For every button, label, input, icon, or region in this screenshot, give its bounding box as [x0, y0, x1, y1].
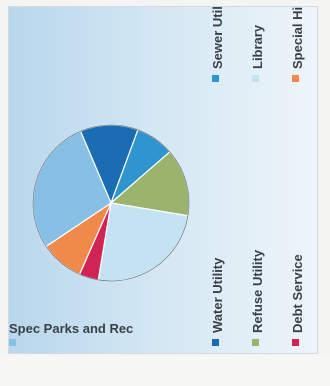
- legend-item-special-highway: Special Highway: [290, 7, 305, 82]
- legend-swatch: [292, 75, 299, 82]
- legend-item-water-utility: Water Utility: [210, 257, 225, 346]
- legend-swatch: [252, 75, 259, 82]
- legend-swatch: [252, 339, 259, 346]
- legend-item-spec-parks-and-rec: Spec Parks and Rec: [9, 321, 133, 346]
- legend-swatch: [212, 75, 219, 82]
- legend-label: Sewer Utility: [210, 7, 225, 69]
- legend-item-library: Library: [250, 24, 265, 82]
- legend-item-sewer-utility: Sewer Utility: [210, 7, 225, 82]
- legend-label: Refuse Utility: [250, 249, 265, 333]
- legend-swatch: [9, 339, 16, 346]
- pie-outline: [32, 124, 190, 282]
- legend-label: Debt Service: [290, 254, 305, 333]
- legend: Sewer Utility Library Special Highway Water…: [9, 7, 305, 346]
- legend-label: Library: [250, 24, 265, 69]
- legend-swatch: [212, 339, 219, 346]
- pie-slice-library: [97, 202, 189, 282]
- legend-item-debt-service: Debt Service: [290, 254, 305, 346]
- pie-chart: Sewer Utility Library Special Highway Water…: [9, 7, 305, 346]
- legend-item-refuse-utility: Refuse Utility: [250, 249, 265, 346]
- page-margin: [0, 356, 330, 386]
- legend-label: Water Utility: [210, 257, 225, 333]
- pie-group: [32, 124, 190, 282]
- legend-label: Special Highway: [290, 7, 305, 69]
- legend-swatch: [292, 339, 299, 346]
- chart-frame: Sewer Utility Library Special Highway Water…: [8, 6, 318, 354]
- legend-label: Spec Parks and Rec: [9, 321, 133, 336]
